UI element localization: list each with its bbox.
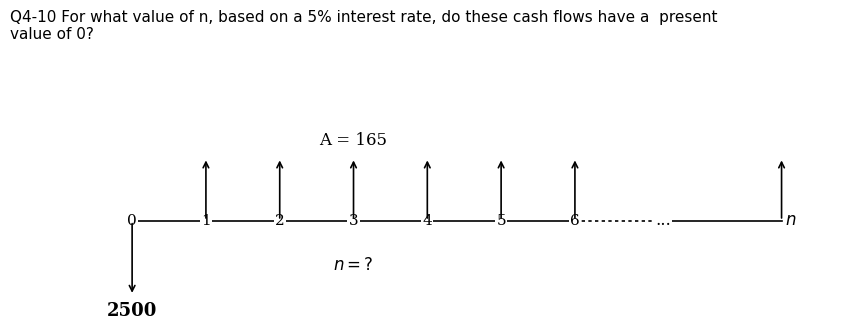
Text: 2500: 2500 — [107, 302, 157, 320]
Text: 3: 3 — [349, 214, 359, 228]
Text: $n = ?$: $n = ?$ — [333, 257, 374, 275]
Text: $n$: $n$ — [785, 212, 796, 229]
Text: 2: 2 — [275, 214, 284, 228]
Text: ...: ... — [656, 212, 672, 229]
Text: 6: 6 — [570, 214, 580, 228]
Text: 1: 1 — [201, 214, 211, 228]
Text: A = 165: A = 165 — [320, 132, 387, 149]
Text: 4: 4 — [422, 214, 432, 228]
Text: 0: 0 — [127, 214, 137, 228]
Text: Q4-10 For what value of n, based on a 5% interest rate, do these cash flows have: Q4-10 For what value of n, based on a 5%… — [10, 10, 717, 42]
Text: 5: 5 — [497, 214, 506, 228]
